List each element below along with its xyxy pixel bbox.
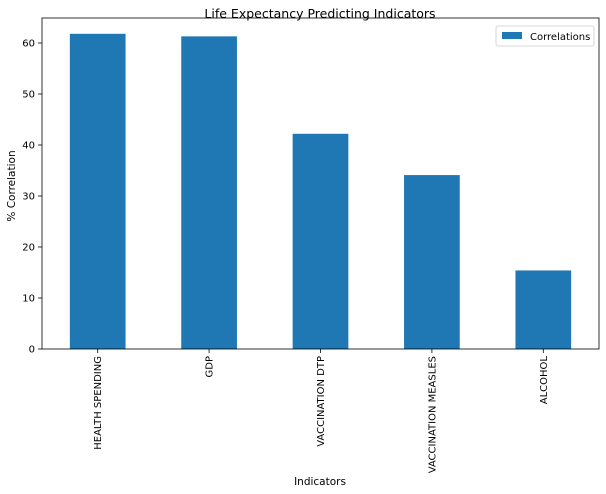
- y-axis-label: % Correlation: [6, 150, 18, 221]
- y-tick-label: 10: [22, 293, 35, 304]
- bar-1: [181, 36, 237, 349]
- bar-0: [69, 33, 126, 349]
- y-tick-label: 30: [22, 191, 35, 202]
- bar-4: [515, 270, 572, 349]
- x-tick-label: GDP: [205, 356, 216, 377]
- legend-swatch: [502, 32, 522, 39]
- y-tick-label: 40: [22, 140, 35, 151]
- legend-label: Correlations: [530, 32, 590, 43]
- x-tick-label: ALCOHOL: [539, 356, 550, 405]
- y-axis: 0 10 20 30 40 50 60: [22, 38, 42, 356]
- bar-3: [404, 175, 460, 349]
- y-tick-label: 0: [29, 345, 35, 356]
- x-axis-label: Indicators: [294, 476, 346, 488]
- x-tick-label: VACCINATION MEASLES: [427, 356, 438, 473]
- legend-box: [495, 25, 595, 47]
- x-axis: HEALTH SPENDING GDP VACCINATION DTP VACCINA…: [93, 349, 550, 473]
- y-tick-label: 50: [22, 89, 35, 100]
- chart-title: Life Expectancy Predicting Indicators: [204, 6, 435, 21]
- bar-2: [292, 133, 349, 349]
- x-tick-label: VACCINATION DTP: [316, 356, 327, 447]
- x-tick-label: HEALTH SPENDING: [93, 356, 104, 450]
- y-tick-label: 20: [22, 242, 35, 253]
- y-tick-label: 60: [22, 38, 35, 49]
- legend: Correlations: [495, 25, 595, 47]
- bars-group: [69, 33, 572, 349]
